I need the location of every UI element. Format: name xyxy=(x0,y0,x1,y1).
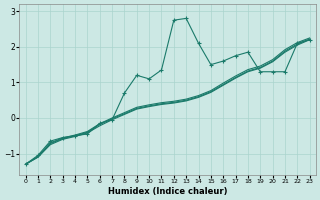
X-axis label: Humidex (Indice chaleur): Humidex (Indice chaleur) xyxy=(108,187,228,196)
